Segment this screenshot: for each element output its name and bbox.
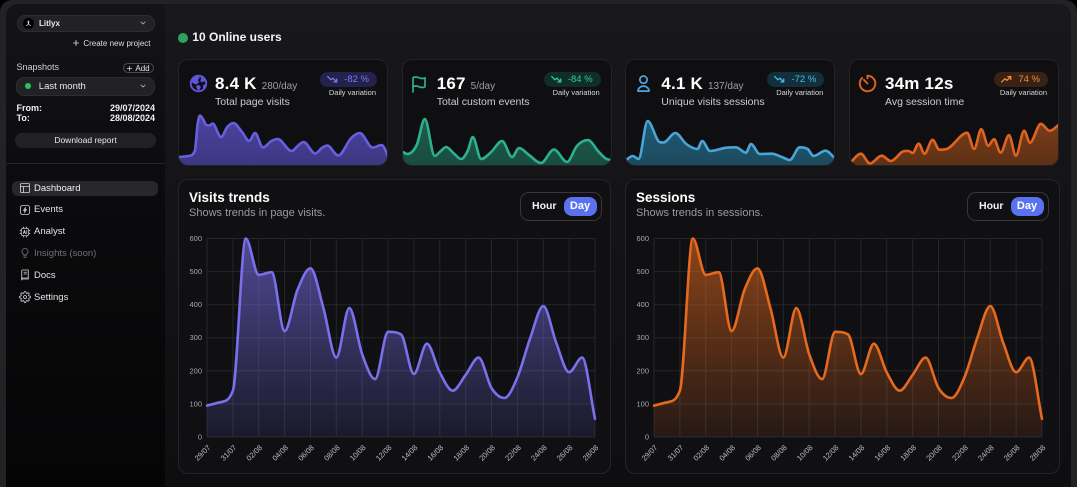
svg-text:22/08: 22/08 (950, 443, 970, 463)
svg-text:02/08: 02/08 (691, 443, 711, 463)
svg-text:31/07: 31/07 (219, 443, 239, 463)
svg-text:10/08: 10/08 (795, 443, 815, 463)
svg-text:12/08: 12/08 (821, 443, 841, 463)
svg-text:22/08: 22/08 (503, 443, 523, 463)
svg-text:20/08: 20/08 (477, 443, 497, 463)
svg-text:26/08: 26/08 (1002, 443, 1022, 463)
svg-text:20/08: 20/08 (924, 443, 944, 463)
svg-text:14/08: 14/08 (400, 443, 420, 463)
svg-text:28/08: 28/08 (1028, 443, 1048, 463)
svg-text:300: 300 (189, 333, 202, 342)
svg-text:100: 100 (189, 399, 202, 408)
svg-text:400: 400 (636, 300, 649, 309)
svg-text:0: 0 (198, 432, 202, 441)
svg-text:10/08: 10/08 (348, 443, 368, 463)
svg-text:200: 200 (636, 366, 649, 375)
svg-text:18/08: 18/08 (451, 443, 471, 463)
svg-text:16/08: 16/08 (426, 443, 446, 463)
svg-text:16/08: 16/08 (873, 443, 893, 463)
svg-text:04/08: 04/08 (717, 443, 737, 463)
svg-text:28/08: 28/08 (581, 443, 601, 463)
svg-text:600: 600 (189, 234, 202, 243)
svg-text:500: 500 (636, 267, 649, 276)
svg-text:400: 400 (189, 300, 202, 309)
svg-text:100: 100 (636, 399, 649, 408)
svg-text:31/07: 31/07 (666, 443, 686, 463)
svg-text:06/08: 06/08 (743, 443, 763, 463)
svg-text:29/07: 29/07 (193, 443, 213, 463)
svg-text:600: 600 (636, 234, 649, 243)
svg-text:04/08: 04/08 (270, 443, 290, 463)
svg-text:18/08: 18/08 (898, 443, 918, 463)
svg-text:08/08: 08/08 (769, 443, 789, 463)
svg-text:24/08: 24/08 (976, 443, 996, 463)
svg-text:29/07: 29/07 (640, 443, 660, 463)
svg-text:0: 0 (645, 432, 649, 441)
svg-text:26/08: 26/08 (555, 443, 575, 463)
svg-text:500: 500 (189, 267, 202, 276)
svg-text:02/08: 02/08 (244, 443, 264, 463)
svg-text:14/08: 14/08 (847, 443, 867, 463)
svg-text:12/08: 12/08 (374, 443, 394, 463)
svg-text:200: 200 (189, 366, 202, 375)
svg-text:08/08: 08/08 (322, 443, 342, 463)
svg-text:300: 300 (636, 333, 649, 342)
svg-text:06/08: 06/08 (296, 443, 316, 463)
svg-text:24/08: 24/08 (529, 443, 549, 463)
